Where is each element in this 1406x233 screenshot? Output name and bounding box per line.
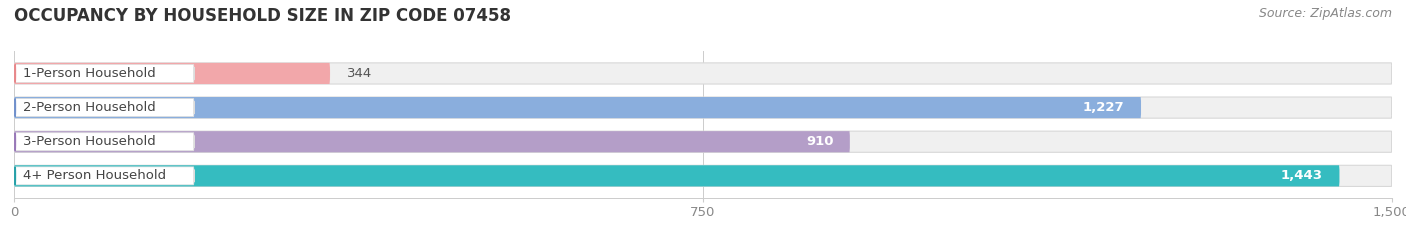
FancyBboxPatch shape [15, 133, 194, 151]
Text: 910: 910 [806, 135, 834, 148]
FancyBboxPatch shape [14, 63, 1392, 84]
Text: 1,443: 1,443 [1281, 169, 1323, 182]
FancyBboxPatch shape [14, 165, 1340, 186]
Text: 344: 344 [347, 67, 371, 80]
FancyBboxPatch shape [14, 131, 1392, 152]
Text: 1,227: 1,227 [1083, 101, 1125, 114]
FancyBboxPatch shape [14, 63, 330, 84]
FancyBboxPatch shape [14, 97, 1142, 118]
Text: 4+ Person Household: 4+ Person Household [22, 169, 166, 182]
FancyBboxPatch shape [15, 65, 194, 82]
Text: 3-Person Household: 3-Person Household [22, 135, 156, 148]
FancyBboxPatch shape [14, 165, 1392, 186]
FancyBboxPatch shape [14, 131, 851, 152]
Text: Source: ZipAtlas.com: Source: ZipAtlas.com [1258, 7, 1392, 20]
Text: OCCUPANCY BY HOUSEHOLD SIZE IN ZIP CODE 07458: OCCUPANCY BY HOUSEHOLD SIZE IN ZIP CODE … [14, 7, 510, 25]
FancyBboxPatch shape [14, 97, 1392, 118]
FancyBboxPatch shape [15, 99, 194, 116]
Text: 1-Person Household: 1-Person Household [22, 67, 156, 80]
Text: 2-Person Household: 2-Person Household [22, 101, 156, 114]
FancyBboxPatch shape [15, 167, 194, 185]
